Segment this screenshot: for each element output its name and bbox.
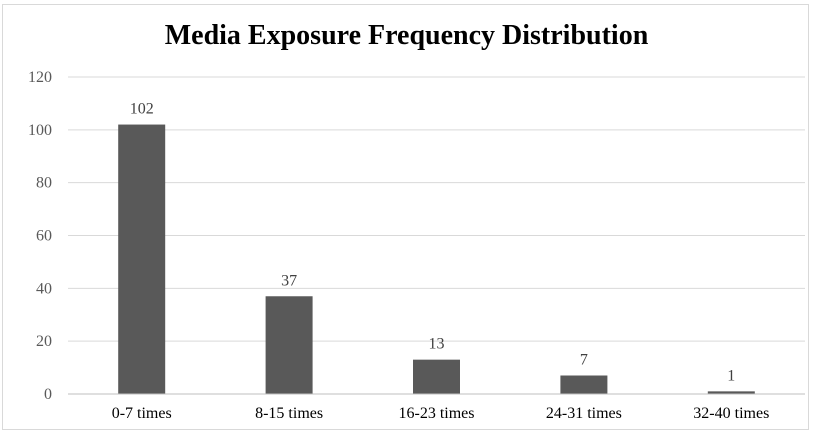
bar <box>118 124 166 395</box>
data-label: 102 <box>130 101 154 118</box>
gridlines <box>68 76 805 342</box>
bar <box>413 359 460 394</box>
y-tick-label: 0 <box>44 386 52 403</box>
y-tick-label: 40 <box>36 280 52 297</box>
data-label: 7 <box>580 352 588 369</box>
chart-title: Media Exposure Frequency Distribution <box>164 20 649 51</box>
bar <box>560 375 608 394</box>
data-labels: 102 37 13 7 1 <box>130 101 736 385</box>
x-tick-label: 8-15 times <box>255 405 323 422</box>
bar <box>265 296 313 394</box>
x-tick-label: 24-31 times <box>546 405 622 422</box>
x-tick-label: 16-23 times <box>399 405 475 422</box>
data-label: 1 <box>727 367 735 384</box>
y-tick-label: 120 <box>28 69 52 86</box>
x-tick-label: 32-40 times <box>693 405 769 422</box>
y-axis-tick-labels: 0 20 40 60 80 100 120 <box>28 69 52 403</box>
x-axis-tick-labels: 0-7 times 8-15 times 16-23 times 24-31 time… <box>112 405 770 422</box>
y-tick-label: 100 <box>28 122 52 139</box>
x-tick-label: 0-7 times <box>112 405 172 422</box>
data-label: 13 <box>429 336 445 353</box>
bar <box>707 391 755 394</box>
data-label: 37 <box>281 272 297 289</box>
y-tick-label: 80 <box>36 175 52 192</box>
y-tick-label: 60 <box>36 228 52 245</box>
bars <box>118 124 755 395</box>
y-tick-label: 20 <box>36 333 52 350</box>
